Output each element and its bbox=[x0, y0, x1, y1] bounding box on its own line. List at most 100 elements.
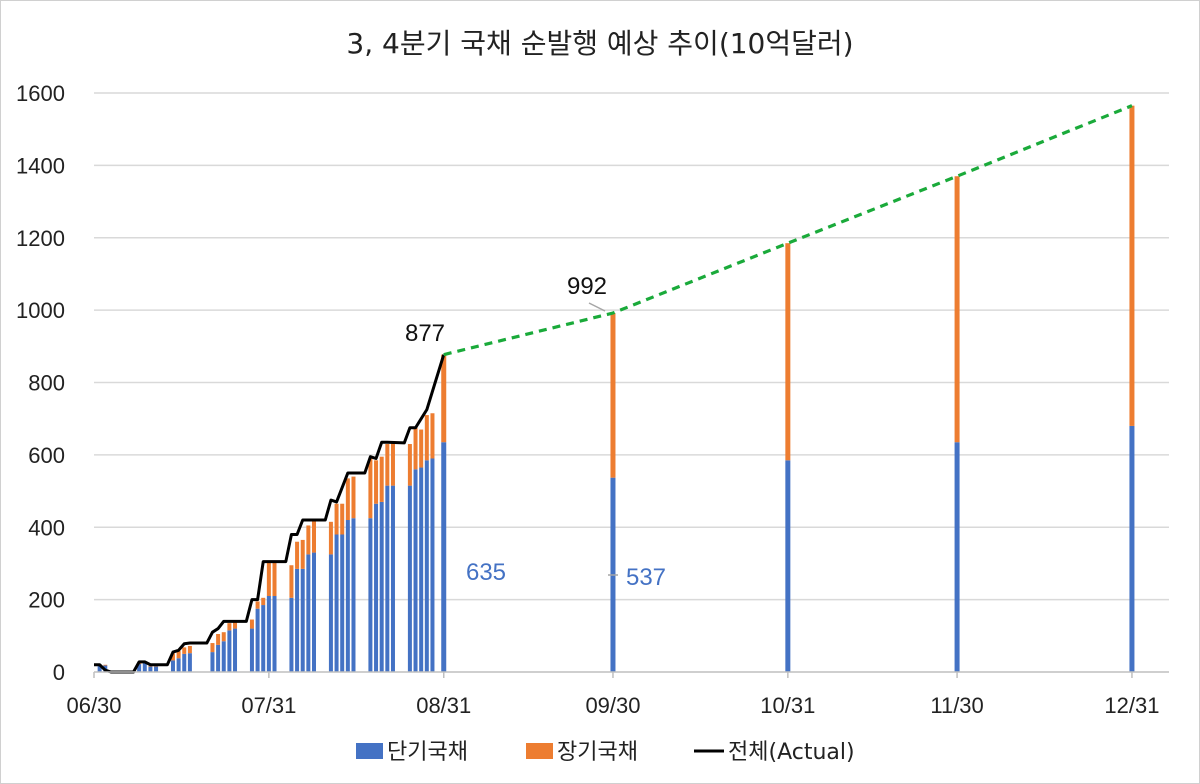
bar-long bbox=[249, 619, 254, 629]
data-label-short-aug: 635 bbox=[466, 559, 506, 586]
bar-layer bbox=[97, 105, 1135, 672]
x-tick-label: 12/31 bbox=[1104, 693, 1159, 718]
bar-short bbox=[345, 520, 350, 672]
bar-long bbox=[227, 623, 232, 631]
bar-long bbox=[272, 561, 277, 597]
bar-short bbox=[311, 552, 316, 672]
bar-short bbox=[413, 469, 418, 672]
data-label-short-sep: 537 bbox=[626, 564, 666, 591]
label-layer: 877 992 635 537 bbox=[405, 273, 666, 591]
bar-short bbox=[328, 554, 333, 672]
bar-short bbox=[233, 628, 238, 672]
projection-bar-long bbox=[1129, 105, 1135, 426]
y-tick-label: 600 bbox=[28, 443, 65, 468]
y-tick-label: 200 bbox=[28, 588, 65, 613]
bar-long bbox=[379, 456, 384, 502]
bar-long bbox=[176, 651, 181, 659]
bar-long bbox=[187, 645, 192, 654]
legend-swatch-short bbox=[356, 743, 383, 759]
bar-short bbox=[368, 518, 373, 672]
bar-long bbox=[289, 565, 294, 598]
data-label-total-sep: 992 bbox=[567, 273, 607, 300]
chart-title: 3, 4분기 국채 순발행 예상 추이(10억달러) bbox=[346, 27, 853, 60]
bar-short bbox=[148, 666, 153, 672]
bar-long bbox=[430, 413, 435, 459]
bar-short bbox=[170, 660, 175, 672]
bar-short bbox=[97, 665, 102, 672]
bar-long bbox=[413, 427, 418, 470]
axis-layer: 0 200 400 600 800 1000 1200 1400 1600 06/30 07/31 0… bbox=[16, 81, 1169, 718]
bar-long bbox=[374, 460, 379, 504]
projection-bar-short bbox=[954, 442, 960, 672]
bar-long bbox=[351, 476, 356, 519]
bar-short bbox=[182, 653, 187, 672]
bar-short bbox=[340, 534, 345, 672]
y-tick-label: 1200 bbox=[16, 226, 65, 251]
y-tick-label: 1000 bbox=[16, 298, 65, 323]
bar-long bbox=[233, 621, 238, 629]
bar-short bbox=[306, 554, 311, 672]
projection-bar-long bbox=[610, 313, 616, 478]
bar-short bbox=[142, 662, 147, 672]
data-label-total-aug: 877 bbox=[405, 320, 445, 347]
bar-long bbox=[300, 539, 305, 569]
bar-short bbox=[379, 501, 384, 672]
bar-long bbox=[295, 541, 300, 569]
bar-short bbox=[334, 534, 339, 672]
bar-long bbox=[266, 561, 271, 597]
bar-long bbox=[311, 520, 316, 553]
line-layer bbox=[94, 104, 1133, 674]
bar-short bbox=[419, 467, 424, 672]
legend-swatch-long bbox=[526, 743, 553, 759]
x-tick-label: 07/31 bbox=[241, 693, 296, 718]
bar-long bbox=[261, 597, 266, 606]
y-tick-label: 400 bbox=[28, 515, 65, 540]
bar-short bbox=[221, 641, 226, 672]
legend: 단기국채 장기국채 전체(Actual) bbox=[356, 740, 855, 765]
bar-short bbox=[272, 596, 277, 672]
x-tick-label: 09/30 bbox=[585, 693, 640, 718]
bar-short bbox=[216, 644, 221, 672]
y-tick-label: 1400 bbox=[16, 153, 65, 178]
grid-layer bbox=[94, 92, 1169, 601]
bar-short bbox=[385, 485, 390, 672]
legend-label-actual: 전체(Actual) bbox=[728, 740, 855, 765]
bar-short bbox=[255, 608, 260, 672]
bar-long bbox=[390, 442, 395, 486]
bar-short bbox=[374, 503, 379, 672]
bar-short bbox=[137, 664, 142, 672]
bar-long bbox=[419, 429, 424, 468]
x-tick-label: 08/31 bbox=[416, 693, 471, 718]
bar-long bbox=[328, 521, 333, 555]
bar-long bbox=[182, 647, 187, 654]
x-tick-label: 06/30 bbox=[66, 693, 121, 718]
bar-long bbox=[170, 653, 175, 661]
bar-long bbox=[407, 444, 412, 486]
bar-long bbox=[103, 664, 108, 666]
x-tick-label: 10/31 bbox=[760, 693, 815, 718]
bar-long bbox=[340, 503, 345, 535]
projection-bar-long bbox=[785, 243, 791, 461]
projection-bar-short bbox=[785, 460, 791, 672]
bar-short bbox=[176, 658, 181, 672]
bar-long bbox=[368, 458, 373, 519]
bar-long bbox=[334, 503, 339, 535]
bar-short bbox=[430, 458, 435, 672]
projection-bar-short bbox=[441, 442, 447, 672]
actual-total-line bbox=[94, 354, 446, 674]
leader-line-sep bbox=[588, 302, 606, 312]
bar-short bbox=[295, 568, 300, 672]
bar-short bbox=[227, 630, 232, 672]
bar-long bbox=[345, 478, 350, 521]
projection-total-line bbox=[443, 104, 1133, 357]
projection-bar-short bbox=[1129, 425, 1135, 672]
bar-long bbox=[221, 632, 226, 642]
bar-short bbox=[424, 460, 429, 672]
bar-short bbox=[289, 597, 294, 672]
bar-short bbox=[154, 666, 159, 672]
bar-long bbox=[216, 634, 221, 645]
bar-short bbox=[210, 652, 215, 672]
bar-short bbox=[407, 485, 412, 672]
bar-short bbox=[300, 568, 305, 672]
